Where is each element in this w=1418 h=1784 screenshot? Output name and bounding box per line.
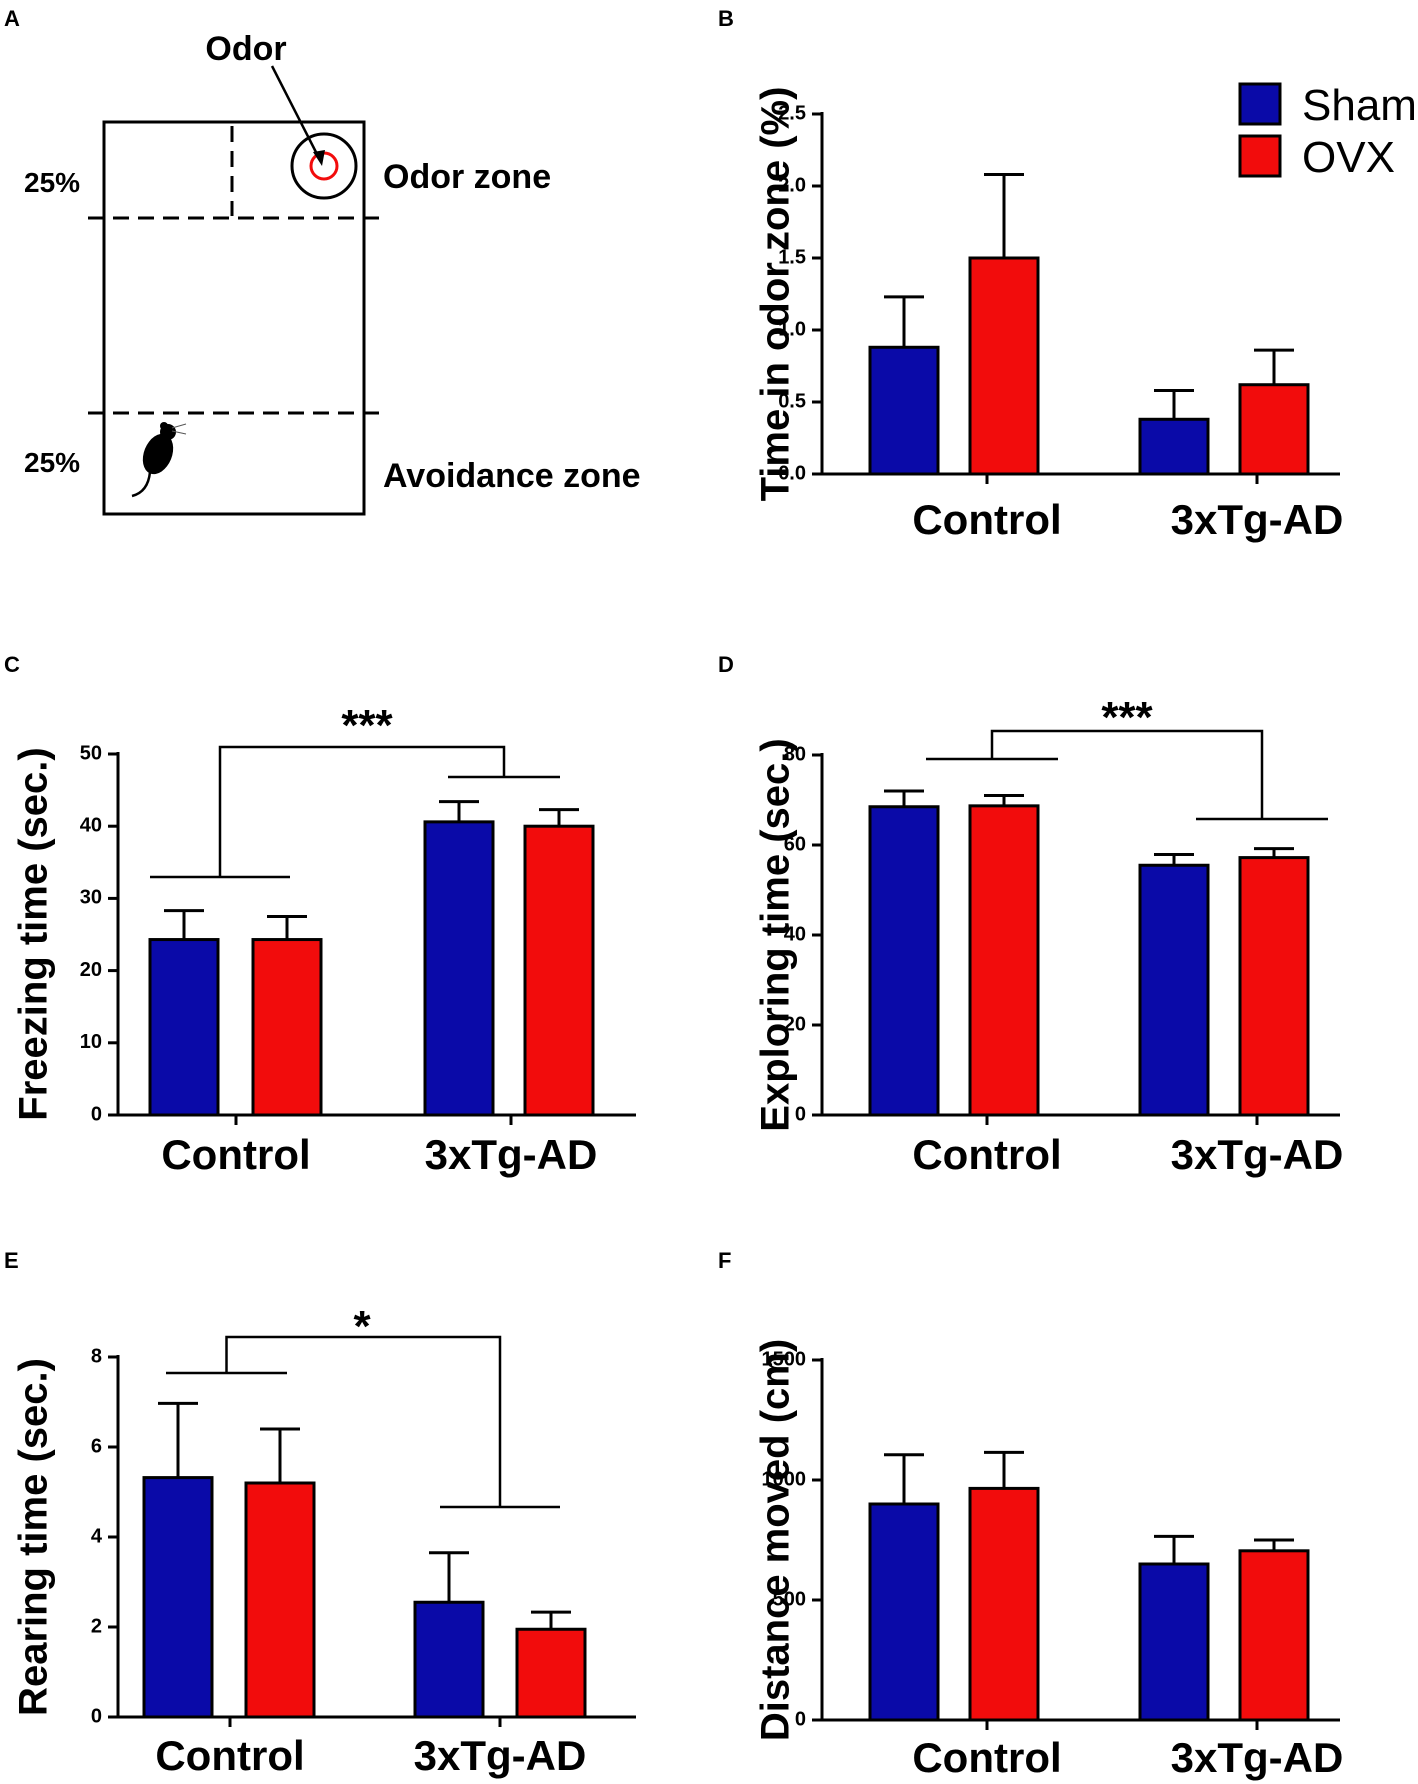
bar-ovx xyxy=(1238,1549,1310,1722)
arena-box xyxy=(102,120,366,516)
y-tick-label: 10 xyxy=(80,1031,102,1053)
y-tick-label: 0.5 xyxy=(778,390,806,412)
category-label: Control xyxy=(912,1131,1061,1178)
category-label: Control xyxy=(161,1131,310,1178)
legend-swatch-ovx xyxy=(1238,134,1282,178)
category-label: Control xyxy=(155,1732,304,1779)
y-axis-label: Time in odor zone (%) xyxy=(754,87,798,502)
bar-ovx xyxy=(1238,856,1310,1117)
y-tick-label: 2.5 xyxy=(778,102,806,124)
bar-sham xyxy=(1138,863,1210,1117)
avoidance-zone-percent: 25% xyxy=(24,447,80,478)
bar-ovx xyxy=(523,824,595,1117)
panel-letter-d: D xyxy=(718,652,734,677)
category-label: 3xTg-AD xyxy=(1171,1734,1344,1781)
panel-letter-f: F xyxy=(718,1248,731,1273)
category-label: 3xTg-AD xyxy=(1171,1131,1344,1178)
y-tick-label: 30 xyxy=(80,887,102,909)
odor-pointer-line xyxy=(270,65,322,161)
y-tick-label: 40 xyxy=(80,814,102,836)
bar-ovx xyxy=(515,1627,587,1719)
significance-bracket xyxy=(218,745,506,877)
panel-letter-a: A xyxy=(4,6,20,31)
odor-source-icon xyxy=(309,151,339,181)
avoidance-zone-label: Avoidance zone xyxy=(383,457,641,495)
significance-marker: *** xyxy=(341,701,393,750)
y-tick-label: 20 xyxy=(784,1013,806,1035)
chart-panel-e: E Rearing time (sec.) Control 3xTg-AD * … xyxy=(4,1248,636,1779)
bar-sham xyxy=(142,1476,214,1719)
bar-ovx xyxy=(968,1486,1040,1722)
y-tick-label: 2 xyxy=(91,1615,102,1637)
y-tick-label: 1.5 xyxy=(778,246,806,268)
panel-a-diagram: A Odor Odor zone Avoidance zone 25% 25% xyxy=(4,6,641,516)
y-tick-label: 60 xyxy=(784,833,806,855)
panel-letter-e: E xyxy=(4,1248,19,1273)
odor-dish-icon xyxy=(290,132,358,200)
y-tick-label: 6 xyxy=(91,1435,102,1457)
bar-ovx xyxy=(1238,383,1310,476)
bar-ovx xyxy=(968,256,1040,476)
y-axis-label: Freezing time (sec.) xyxy=(12,747,56,1120)
bar-sham xyxy=(868,345,940,476)
mouse-icon xyxy=(131,422,187,498)
y-tick-label: 0.0 xyxy=(778,462,806,484)
y-tick-label: 0 xyxy=(795,1103,806,1125)
bar-sham xyxy=(868,805,940,1117)
y-tick-label: 1000 xyxy=(762,1468,807,1490)
odor-pointer-arrowhead xyxy=(313,150,325,166)
y-tick-label: 0 xyxy=(91,1705,102,1727)
y-axis-label: Rearing time (sec.) xyxy=(12,1358,56,1716)
category-label: Control xyxy=(912,1734,1061,1781)
chart-panel-f: F Distance moved (cm) Control 3xTg-AD 0 5… xyxy=(718,1248,1343,1781)
y-tick-label: 4 xyxy=(91,1525,103,1547)
bar-sham xyxy=(1138,1562,1210,1722)
y-tick-label: 0 xyxy=(91,1103,102,1125)
odor-label: Odor xyxy=(205,30,286,68)
y-tick-label: 40 xyxy=(784,923,806,945)
bar-sham xyxy=(868,1502,940,1722)
bar-ovx xyxy=(251,938,323,1117)
significance-bracket xyxy=(990,729,1264,819)
chart-panel-c: C Freezing time (sec.) Control 3xTg-AD *… xyxy=(4,652,636,1178)
legend-label-sham: Sham xyxy=(1302,81,1417,130)
legend-swatch-sham xyxy=(1238,82,1282,126)
y-tick-label: 8 xyxy=(91,1345,102,1367)
bar-ovx xyxy=(244,1481,316,1719)
y-tick-label: 1500 xyxy=(762,1348,807,1370)
bar-ovx xyxy=(968,804,1040,1117)
category-label: 3xTg-AD xyxy=(1171,496,1344,543)
panel-letter-b: B xyxy=(718,6,734,31)
bar-sham xyxy=(148,938,220,1117)
bar-sham xyxy=(423,820,495,1117)
legend-label-ovx: OVX xyxy=(1302,133,1395,182)
category-label: 3xTg-AD xyxy=(414,1732,587,1779)
y-tick-label: 50 xyxy=(80,742,102,764)
y-tick-label: 2.0 xyxy=(778,174,806,196)
significance-bracket xyxy=(225,1335,502,1507)
panel-letter-c: C xyxy=(4,652,20,677)
bar-sham xyxy=(413,1600,485,1719)
odor-zone-percent: 25% xyxy=(24,167,80,198)
y-tick-label: 1.0 xyxy=(778,318,806,340)
chart-panel-b: B Time in odor zone (%) Control 3xTg-AD … xyxy=(718,6,1343,543)
odor-zone-label: Odor zone xyxy=(383,158,551,196)
category-label: 3xTg-AD xyxy=(425,1131,598,1178)
significance-marker: * xyxy=(353,1302,371,1351)
y-axis-label: Exploring time (sec.) xyxy=(754,738,798,1131)
y-tick-label: 20 xyxy=(80,959,102,981)
y-tick-label: 0 xyxy=(795,1708,806,1730)
y-axis-label: Distance moved (cm) xyxy=(754,1339,798,1741)
significance-marker: *** xyxy=(1101,693,1153,742)
legend: Sham OVX xyxy=(1238,81,1417,182)
category-label: Control xyxy=(912,496,1061,543)
y-tick-label: 80 xyxy=(784,743,806,765)
bar-sham xyxy=(1138,417,1210,476)
chart-panel-d: D Exploring time (sec.) Control 3xTg-AD … xyxy=(718,652,1343,1178)
y-tick-label: 500 xyxy=(773,1588,806,1610)
